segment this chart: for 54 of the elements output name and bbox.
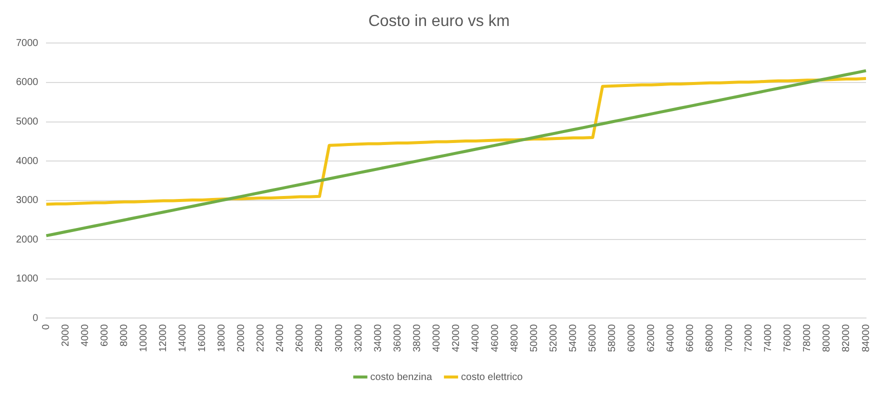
- legend-label: costo benzina: [370, 372, 432, 383]
- x-tick-label: 82000: [841, 324, 852, 352]
- x-tick-label: 44000: [470, 324, 482, 352]
- x-tick-label: 12000: [158, 324, 170, 352]
- x-tick-label: 46000: [490, 324, 501, 352]
- x-tick-label: 56000: [588, 324, 598, 352]
- y-tick-label: 0: [32, 312, 39, 324]
- x-tick-label: 52000: [548, 324, 560, 352]
- x-tick-label: 22000: [256, 324, 267, 352]
- y-tick-label: 2000: [16, 234, 39, 246]
- x-tick-label: 78000: [802, 324, 814, 352]
- x-tick-label: 76000: [782, 324, 794, 352]
- x-tick-label: 62000: [646, 324, 658, 352]
- x-tick-label: 64000: [666, 324, 677, 352]
- y-tick-label: 6000: [16, 77, 39, 88]
- y-tick-label: 5000: [16, 116, 39, 128]
- x-tick-label: 50000: [528, 324, 540, 352]
- x-tick-label: 34000: [372, 324, 384, 352]
- x-tick-label: 4000: [80, 324, 92, 346]
- x-tick-label: 0: [40, 324, 52, 330]
- x-tick-label: 66000: [685, 324, 696, 352]
- x-tick-label: 74000: [763, 324, 774, 352]
- x-tick-label: 36000: [392, 324, 404, 352]
- x-tick-label: 28000: [314, 324, 326, 352]
- x-tick-label: 60000: [626, 324, 638, 352]
- x-tick-label: 2000: [60, 324, 72, 346]
- chart-title: Costo in euro vs km: [368, 13, 510, 30]
- x-tick-label: 20000: [236, 324, 248, 352]
- x-tick-label: 24000: [275, 324, 286, 352]
- x-tick-label: 16000: [197, 324, 208, 352]
- x-tick-label: 42000: [450, 324, 462, 352]
- x-tick-label: 6000: [100, 324, 111, 346]
- x-tick-label: 32000: [353, 324, 364, 352]
- legend-label: costo elettrico: [461, 372, 524, 383]
- x-tick-label: 58000: [607, 324, 618, 352]
- x-tick-label: 72000: [744, 324, 755, 352]
- y-tick-label: 4000: [16, 156, 39, 167]
- x-tick-label: 38000: [412, 324, 423, 352]
- x-tick-label: 10000: [138, 324, 150, 352]
- x-tick-label: 68000: [704, 324, 716, 352]
- x-tick-label: 54000: [568, 324, 579, 352]
- x-tick-label: 84000: [860, 324, 872, 352]
- y-tick-label: 7000: [16, 38, 39, 49]
- y-tick-label: 1000: [16, 274, 39, 285]
- x-tick-label: 14000: [178, 324, 189, 352]
- x-tick-label: 8000: [119, 324, 130, 346]
- y-tick-label: 3000: [16, 195, 39, 206]
- x-tick-label: 26000: [294, 324, 306, 352]
- x-tick-label: 80000: [822, 324, 833, 352]
- x-tick-label: 70000: [724, 324, 736, 352]
- x-tick-label: 30000: [334, 324, 345, 352]
- x-tick-label: 40000: [431, 324, 442, 352]
- x-tick-label: 18000: [216, 324, 228, 352]
- x-tick-label: 48000: [509, 324, 520, 352]
